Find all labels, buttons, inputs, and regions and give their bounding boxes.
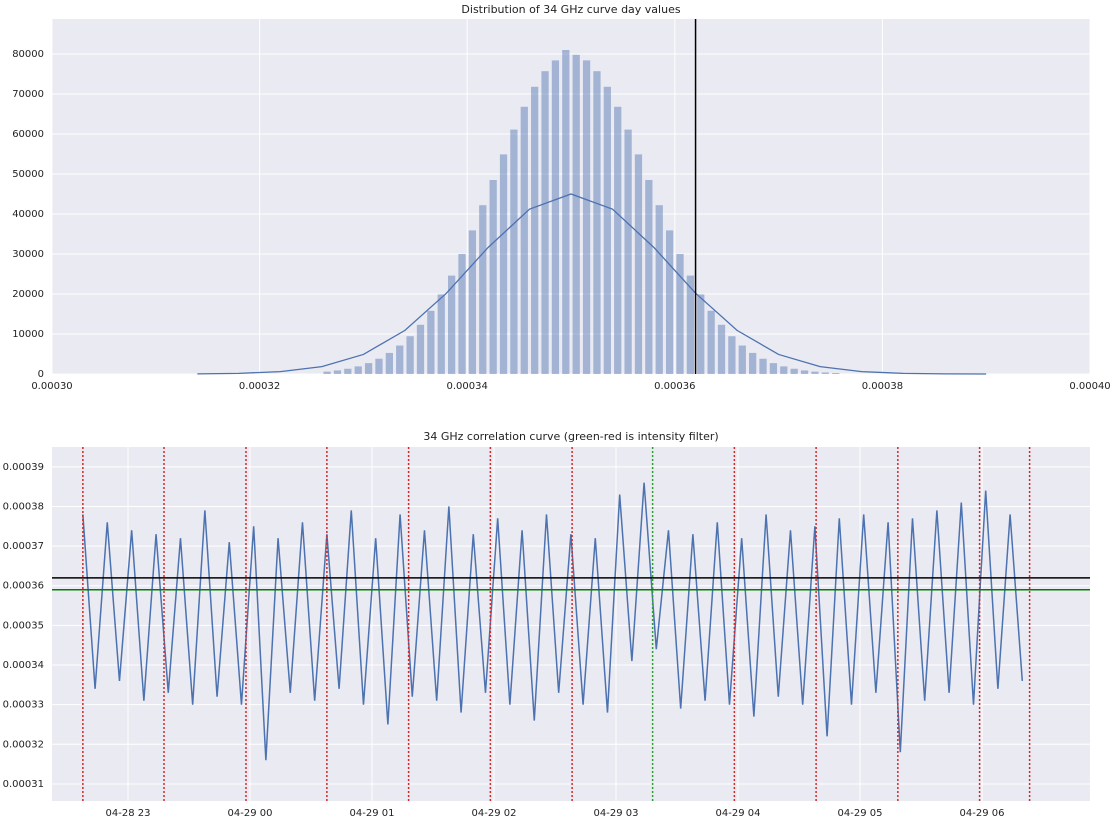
histogram-bar xyxy=(572,54,580,375)
x-tick-label: 04-28 23 xyxy=(106,808,151,819)
x-tick-label: 04-29 02 xyxy=(472,808,517,819)
histogram-bar xyxy=(468,230,477,374)
x-tick-label: 04-29 06 xyxy=(960,808,1005,819)
histogram-bar xyxy=(603,86,611,375)
histogram-bar xyxy=(582,60,591,375)
histogram-bar xyxy=(832,373,840,374)
histogram-bar xyxy=(800,370,809,374)
y-tick-label: 0.00037 xyxy=(3,541,44,552)
y-tick-label: 0.00031 xyxy=(3,779,44,790)
histogram-bar xyxy=(780,366,788,374)
y-tick-label: 0.00034 xyxy=(3,660,44,671)
y-tick-label: 10000 xyxy=(12,329,44,340)
histogram-bar xyxy=(364,363,373,374)
y-tick-label: 0.00036 xyxy=(3,581,44,592)
y-tick-label: 0 xyxy=(38,369,44,380)
x-tick-label: 04-29 00 xyxy=(228,808,273,819)
histogram-bar xyxy=(686,275,695,374)
x-tick-label: 0.00032 xyxy=(239,381,280,392)
plot-area xyxy=(52,447,1090,801)
histogram-bar xyxy=(520,106,528,375)
histogram-bar xyxy=(531,86,539,375)
histogram-bar xyxy=(655,205,663,374)
histogram-bar xyxy=(697,294,705,374)
histogram-bar xyxy=(427,310,435,374)
histogram-bar xyxy=(769,363,778,374)
y-tick-label: 0.00039 xyxy=(3,462,44,473)
x-tick-label: 04-29 03 xyxy=(594,808,639,819)
histogram-bar xyxy=(562,50,570,374)
y-tick-label: 30000 xyxy=(12,249,44,260)
histogram-bar xyxy=(811,371,819,374)
histogram-bar xyxy=(458,254,466,374)
histogram-bar xyxy=(790,368,798,374)
y-tick-label: 50000 xyxy=(12,169,44,180)
histogram-bar xyxy=(510,129,518,374)
histogram-bar xyxy=(447,275,456,374)
x-tick-label: 0.00040 xyxy=(1069,381,1110,392)
histogram-bar xyxy=(676,254,684,374)
y-tick-label: 0.00033 xyxy=(3,700,44,711)
chart-title: 34 GHz correlation curve (green-red is i… xyxy=(423,430,718,443)
y-tick-label: 0.00035 xyxy=(3,620,44,631)
histogram-bar xyxy=(406,336,414,374)
y-tick-label: 80000 xyxy=(12,49,44,60)
histogram-bar xyxy=(728,336,736,374)
histogram-bar xyxy=(665,230,674,374)
x-tick-label: 0.00034 xyxy=(447,381,488,392)
x-tick-label: 0.00036 xyxy=(654,381,695,392)
histogram-bar xyxy=(323,371,331,374)
kde-line xyxy=(197,193,987,375)
y-tick-label: 0.00038 xyxy=(3,501,44,512)
x-tick-label: 04-29 01 xyxy=(350,808,395,819)
y-tick-label: 20000 xyxy=(12,289,44,300)
histogram-bar xyxy=(821,372,829,374)
histogram-bar xyxy=(541,71,549,374)
x-tick-label: 04-29 05 xyxy=(838,808,883,819)
y-tick-label: 40000 xyxy=(12,209,44,220)
histogram-bar xyxy=(416,324,425,374)
x-tick-label: 0.00030 xyxy=(31,381,72,392)
plot-area xyxy=(52,19,1090,374)
histogram-bar xyxy=(489,180,497,374)
histogram-bar xyxy=(385,352,393,374)
y-tick-label: 70000 xyxy=(12,89,44,100)
histogram-bar xyxy=(645,180,653,374)
histogram-bar xyxy=(499,154,508,374)
histogram-bar xyxy=(593,71,601,374)
histogram-bar xyxy=(614,106,622,375)
data-line xyxy=(82,482,1024,761)
histogram-bar xyxy=(707,310,715,374)
chart-title: Distribution of 34 GHz curve day values xyxy=(461,3,680,16)
histogram-bar xyxy=(344,368,352,374)
y-tick-label: 0.00032 xyxy=(3,739,44,750)
histogram-bar xyxy=(624,129,632,374)
histogram-bar xyxy=(717,324,726,374)
histogram-bar xyxy=(437,294,445,374)
histogram-bar xyxy=(738,345,746,374)
histogram-bar xyxy=(634,154,643,374)
y-tick-label: 60000 xyxy=(12,129,44,140)
histogram-bar xyxy=(333,370,342,374)
x-tick-label: 0.00038 xyxy=(862,381,903,392)
histogram-bar xyxy=(749,352,757,374)
histogram-bar xyxy=(759,358,767,374)
histogram-bar xyxy=(375,358,383,374)
histogram-bar xyxy=(396,345,404,374)
histogram-bar xyxy=(354,366,362,374)
histogram-bar xyxy=(551,60,560,375)
x-tick-label: 04-29 04 xyxy=(716,808,761,819)
histogram-bar xyxy=(479,205,487,374)
